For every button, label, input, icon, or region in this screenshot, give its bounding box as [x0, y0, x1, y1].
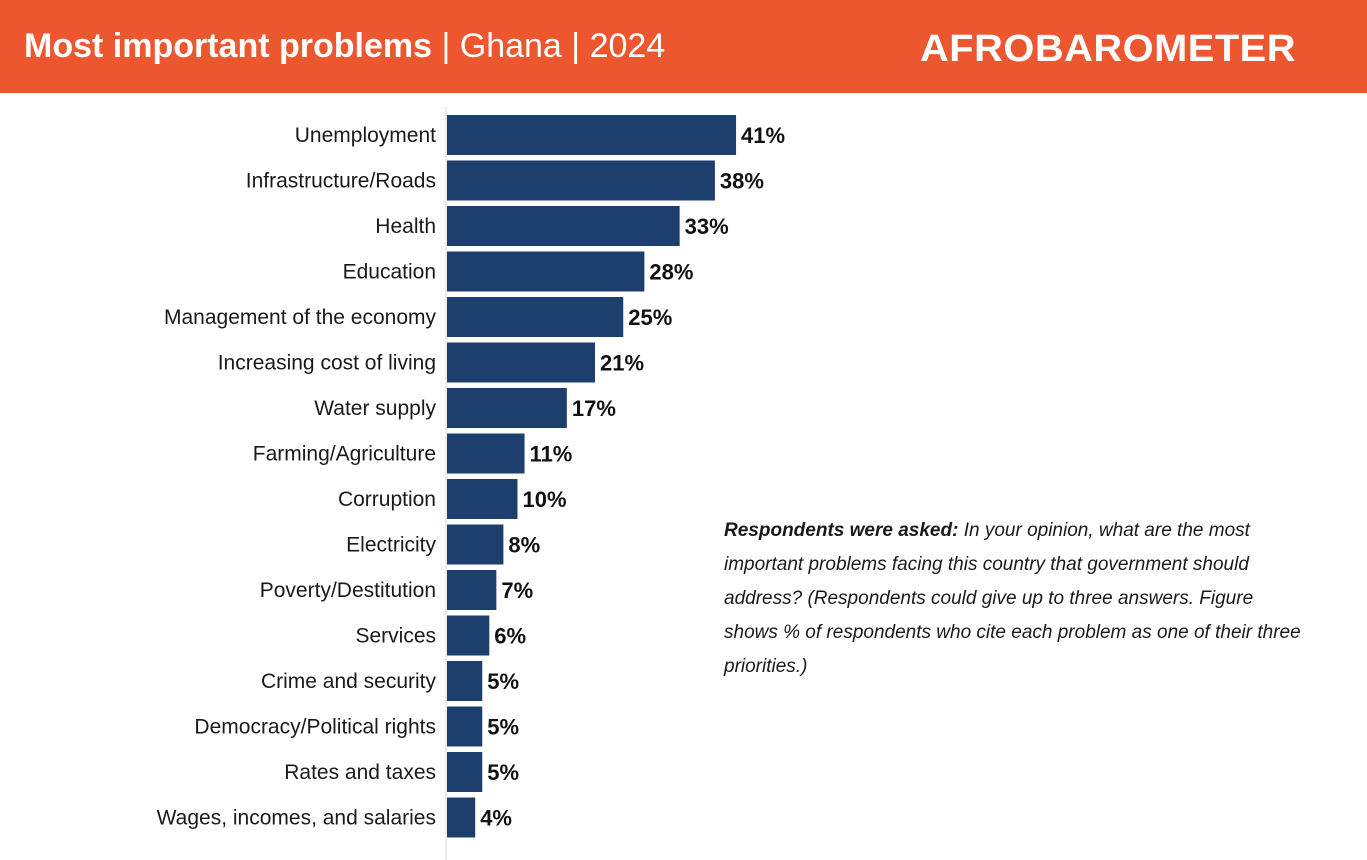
bar-13 — [447, 706, 483, 747]
header-banner: Most important problems | Ghana | 2024 A… — [0, 0, 1367, 93]
value-label: 28% — [649, 260, 693, 285]
bar-12 — [447, 661, 483, 701]
bar-5 — [447, 342, 596, 383]
bar-4 — [447, 297, 624, 337]
bar-3 — [447, 251, 645, 292]
bar-2 — [447, 206, 680, 246]
category-label: Education — [343, 261, 436, 284]
afrobarometer-logo: AFROBAROMETER — [920, 22, 1300, 70]
note-lead: Respondents were asked: — [724, 520, 959, 541]
bar-11 — [447, 615, 490, 656]
value-label: 10% — [523, 487, 567, 512]
bar-10 — [447, 570, 497, 610]
category-label: Infrastructure/Roads — [246, 170, 436, 193]
bar-9 — [447, 524, 504, 565]
category-label: Increasing cost of living — [218, 352, 436, 375]
category-label: Water supply — [314, 397, 436, 420]
value-label: 5% — [487, 669, 519, 694]
value-label: 25% — [628, 305, 672, 330]
page-title: Most important problems | Ghana | 2024 — [24, 24, 665, 68]
value-label: 38% — [720, 169, 764, 194]
value-label: 21% — [600, 351, 644, 376]
category-label: Farming/Agriculture — [253, 443, 436, 466]
note-body: In your opinion, what are the most impor… — [724, 520, 1301, 677]
bar-6 — [447, 388, 567, 428]
bar-8 — [447, 479, 518, 519]
value-label: 5% — [487, 715, 519, 740]
category-label: Health — [375, 215, 436, 238]
category-label: Corruption — [338, 488, 436, 511]
bar-chart: Unemployment 41% Infrastructure/Roads 38% He… — [157, 107, 785, 860]
category-label: Rates and taxes — [284, 761, 436, 784]
value-label: 41% — [741, 123, 785, 148]
bar-15 — [447, 797, 476, 838]
category-label: Crime and security — [261, 670, 437, 693]
survey-question-note: Respondents were asked: In your opinion,… — [724, 514, 1304, 684]
value-label: 33% — [685, 214, 729, 239]
category-label: Democracy/Political rights — [194, 716, 436, 739]
title-main: Most important problems — [24, 27, 433, 65]
value-label: 8% — [508, 533, 540, 558]
bars-group: Unemployment 41% Infrastructure/Roads 38% He… — [157, 115, 785, 838]
title-subtitle: | Ghana | 2024 — [432, 27, 666, 65]
logo-wordmark-svg: AFROBAROMETER — [920, 28, 1296, 70]
category-label: Poverty/Destitution — [260, 579, 436, 602]
value-label: 7% — [501, 578, 533, 603]
value-label: 4% — [480, 806, 512, 831]
category-label: Management of the economy — [164, 306, 436, 329]
category-label: Services — [355, 625, 436, 648]
value-label: 6% — [494, 624, 526, 649]
value-label: 5% — [487, 760, 519, 785]
bar-1 — [447, 160, 715, 201]
bar-7 — [447, 433, 525, 474]
category-label: Electricity — [346, 534, 436, 557]
category-label: Wages, incomes, and salaries — [157, 807, 436, 830]
bar-14 — [447, 752, 483, 792]
category-label: Unemployment — [295, 124, 436, 147]
bar-0 — [447, 115, 737, 155]
value-label: 17% — [572, 396, 616, 421]
value-label: 11% — [530, 442, 573, 467]
logo-wordmark: AFROBAROMETER — [920, 28, 1296, 70]
